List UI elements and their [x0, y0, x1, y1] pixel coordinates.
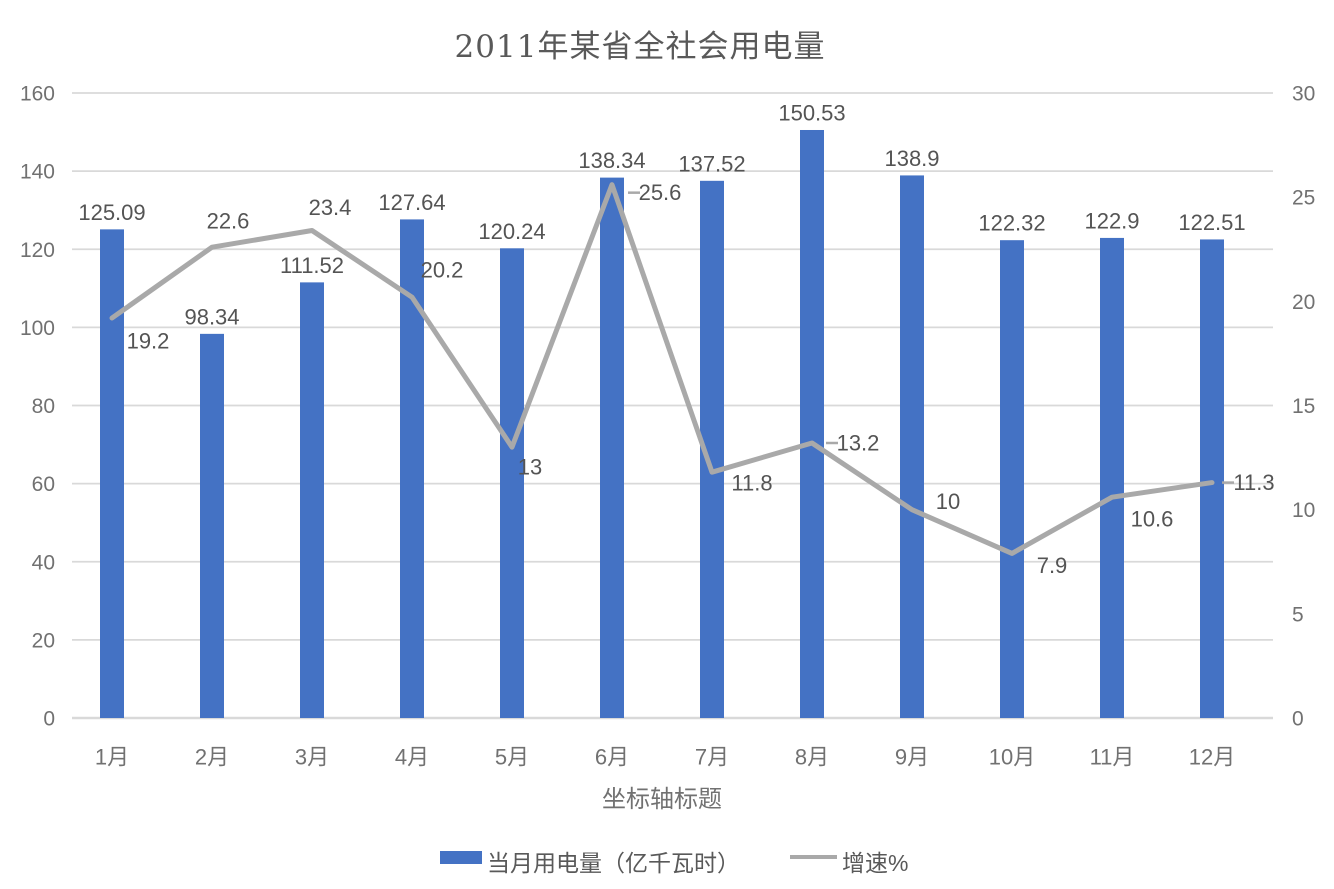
- x-axis-tick: 9月: [895, 745, 929, 770]
- left-axis-tick: 20: [32, 629, 55, 652]
- x-axis-tick: 11月: [1090, 745, 1135, 770]
- legend-bar-label: 当月用电量（亿千瓦时）: [487, 850, 740, 876]
- line-label: 10: [936, 489, 960, 514]
- x-axis-tick: 10月: [989, 745, 1035, 770]
- bar-4月: [400, 219, 424, 718]
- left-axis-tick: 120: [20, 239, 55, 262]
- bar-6月: [600, 177, 624, 718]
- x-axis-tick: 7月: [695, 745, 729, 770]
- right-axis-tick: 30: [1292, 83, 1315, 106]
- line-label: 10.6: [1131, 507, 1174, 532]
- x-axis-tick: 3月: [295, 745, 329, 770]
- bar-8月: [800, 129, 824, 718]
- bar-label: 98.34: [184, 304, 239, 329]
- bar-2月: [200, 333, 224, 718]
- x-axis-tick: 2月: [195, 745, 229, 770]
- x-axis-tick: 4月: [395, 745, 429, 770]
- line-label: 13: [518, 455, 542, 480]
- bar-label: 138.9: [884, 146, 939, 171]
- right-axis-tick: 15: [1292, 395, 1315, 418]
- line-label: 22.6: [207, 209, 250, 234]
- x-axis-title: 坐标轴标题: [602, 786, 722, 813]
- bar-12月: [1200, 239, 1224, 718]
- bar-label: 127.64: [378, 190, 445, 215]
- bar-label: 138.34: [578, 148, 645, 173]
- line-label: 11.3: [1233, 470, 1274, 495]
- left-axis-tick: 60: [32, 473, 55, 496]
- legend-bar-swatch: [440, 851, 482, 864]
- x-axis-tick: 5月: [495, 745, 529, 770]
- growth-line: [109, 182, 1215, 556]
- right-axis-tick: 25: [1292, 187, 1315, 210]
- left-axis-tick: 80: [32, 395, 55, 418]
- right-axis-tick: 10: [1292, 499, 1315, 522]
- bar-10月: [1000, 240, 1024, 718]
- bar-11月: [1100, 237, 1124, 718]
- plot-area: 125.09 98.34 111.52 127.64 120.24 138.34 137.5…: [20, 83, 1315, 770]
- line-label: 13.2: [837, 431, 880, 456]
- bar-3月: [300, 282, 324, 718]
- right-axis-tick: 5: [1292, 603, 1304, 626]
- x-axis-tick: 1月: [95, 745, 129, 770]
- bar-label: 120.24: [478, 219, 545, 244]
- left-axis-tick: 140: [20, 161, 55, 184]
- right-axis-tick: 0: [1292, 708, 1304, 731]
- bar-label: 122.32: [978, 211, 1045, 236]
- line-label: 23.4: [309, 195, 352, 220]
- bar-label: 137.52: [678, 151, 745, 176]
- line-label: 7.9: [1037, 553, 1068, 578]
- x-axis-tick: 8月: [795, 745, 829, 770]
- right-axis-tick: 20: [1292, 291, 1315, 314]
- bar-5月: [500, 248, 524, 718]
- left-axis-tick: 100: [20, 317, 55, 340]
- bar-1月: [100, 229, 124, 718]
- bar-label: 122.9: [1084, 208, 1139, 233]
- bar-label: 111.52: [280, 253, 344, 278]
- chart-title: 2011年某省全社会用电量: [454, 29, 826, 65]
- bar-label: 150.53: [778, 100, 845, 125]
- line-label: 19.2: [127, 329, 170, 354]
- bar-label: 125.09: [78, 200, 145, 225]
- bar-label: 122.51: [1178, 210, 1245, 235]
- line-label: 11.8: [731, 471, 772, 496]
- left-axis-tick: 160: [20, 83, 55, 106]
- x-axis-tick: 12月: [1189, 745, 1235, 770]
- bar-9月: [900, 175, 924, 718]
- left-axis-tick: 40: [32, 551, 55, 574]
- line-label: 25.6: [639, 180, 682, 205]
- left-axis-tick: 0: [43, 708, 55, 731]
- legend-line-label: 增速%: [842, 850, 909, 876]
- line-label: 20.2: [421, 258, 464, 283]
- legend-line-swatch: [790, 855, 837, 859]
- x-axis-tick: 6月: [595, 745, 629, 770]
